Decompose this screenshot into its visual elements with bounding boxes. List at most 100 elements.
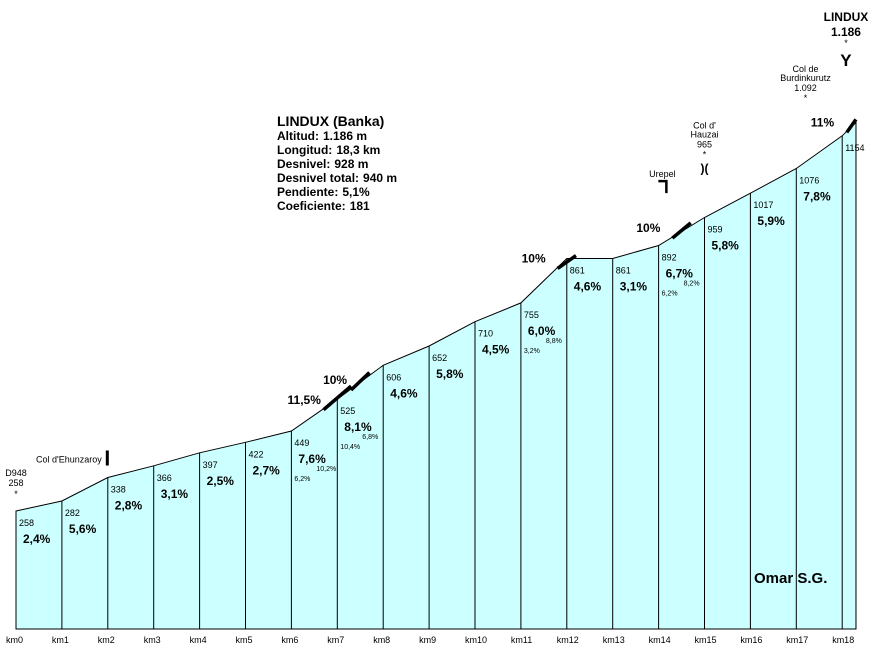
segment-max-grade: 8,8%: [546, 338, 562, 345]
km-axis: km0 km1 km2 km3 km4 km5 km6 km7 km8 km9 km10 km11 km…: [6, 635, 854, 645]
info-row-altitud: Altitud: 1.186 m: [277, 129, 397, 143]
info-label: Pendiente:: [277, 185, 339, 199]
segment-min-grade: 10,4%: [340, 444, 360, 451]
segment-grade-label: 5,8%: [712, 238, 740, 252]
segment-grade-label: 5,8%: [436, 367, 464, 381]
climb-title: LINDUX (Banka): [277, 113, 385, 129]
km-tick-label: km6: [281, 635, 298, 645]
info-value: 940 m: [363, 171, 398, 185]
village-marker-icon: [658, 179, 668, 194]
steep-ramp-label: 10%: [522, 251, 546, 265]
km-tick-label: km14: [649, 635, 671, 645]
km-tick-label: km5: [236, 635, 253, 645]
segment-grade-label: 6,0%: [528, 324, 556, 338]
landmark-name: Hauzai: [690, 129, 718, 139]
km-tick-label: km11: [511, 635, 532, 645]
segment-grade-label: 2,4%: [23, 532, 51, 546]
steep-ramps: 11,5%10%10%10%11%: [288, 115, 858, 412]
km-tick-label: km0: [6, 635, 23, 645]
km-tick-label: km18: [832, 635, 854, 645]
segment-altitude-label: 606: [386, 372, 401, 382]
pass-marker-icon: [105, 450, 109, 466]
segment-grade-label: 5,9%: [757, 214, 785, 228]
segment-altitude-label: 1076: [799, 176, 819, 186]
segment-altitude-label: 366: [157, 473, 172, 483]
km-tick-label: km3: [144, 635, 161, 645]
segment-altitude-label: 892: [662, 253, 677, 263]
info-value: 1.186 m: [322, 129, 368, 143]
segment-altitude-label: 861: [616, 266, 631, 276]
steep-ramp-label: 11,5%: [288, 393, 322, 407]
segment-min-grade: 6,2%: [662, 291, 678, 298]
profile-area: [15, 121, 857, 630]
segment-altitude-label: 959: [708, 224, 723, 234]
landmark-name: Col de: [792, 64, 818, 74]
info-row-pendiente: Pendiente: 5,1%: [277, 185, 397, 199]
steep-ramp-label: 10%: [636, 221, 660, 235]
segment-altitude-label: 422: [249, 449, 264, 459]
segment-grade-label: 3,1%: [161, 487, 189, 501]
landmark-name: Col d'Ehunzaroy: [36, 455, 102, 465]
segment-grade-label: 3,1%: [620, 280, 648, 294]
summit-name: LINDUX: [824, 10, 869, 24]
segment-altitude-label: 652: [432, 353, 447, 363]
summit-altitude: 1.186: [831, 25, 861, 39]
info-value: 181: [349, 199, 370, 213]
segment-grade-label: 5,6%: [69, 522, 97, 536]
info-label: Desnivel total:: [277, 171, 360, 185]
landmark-marker: *: [804, 93, 808, 103]
km-tick-label: km16: [740, 635, 762, 645]
km-tick-label: km13: [603, 635, 625, 645]
segment-labels: 258 2,4% 282 5,6% 338 2,8% 366 3,1% 397 2,5% 422 2,…: [19, 143, 865, 546]
segment-grade-label: 4,6%: [574, 280, 602, 294]
segment-min-grade: 3,2%: [524, 348, 540, 355]
segment-grade-label: 7,6%: [298, 452, 326, 466]
segment-altitude-label: 1017: [753, 200, 773, 210]
info-value: 18,3 km: [336, 143, 381, 157]
steep-ramp-line: [322, 384, 353, 412]
landmark-name: Burdinkurutz: [780, 73, 831, 83]
segment-grade-label: 6,7%: [666, 267, 694, 281]
segment-max-grade: 10,2%: [316, 466, 336, 473]
climb-info-box: LINDUX (Banka) Altitud: 1.186 m Longitud:…: [277, 113, 397, 213]
info-value: 928 m: [334, 157, 369, 171]
landmark-name: Urepel: [649, 169, 676, 179]
steep-ramp-label: 10%: [323, 373, 347, 387]
info-label: Coeficiente:: [277, 199, 346, 213]
segment-altitude-label: 525: [340, 406, 355, 416]
segment-grade-label: 2,5%: [207, 474, 235, 488]
segment-grade-label: 2,8%: [115, 499, 143, 513]
info-label: Altitud:: [277, 129, 319, 143]
landmark-altitude: 1.092: [794, 83, 817, 93]
km-tick-label: km12: [557, 635, 579, 645]
steep-ramp-label: 11%: [811, 115, 835, 129]
segment-altitude-label: 449: [294, 438, 309, 448]
segment-grade-label: 2,7%: [253, 463, 281, 477]
km-tick-label: km10: [465, 635, 487, 645]
km-tick-label: km2: [98, 635, 115, 645]
info-row-desnivel-total: Desnivel total: 940 m: [277, 171, 397, 185]
info-label: Desnivel:: [277, 157, 331, 171]
steep-ramp-line: [556, 254, 577, 270]
info-value: 5,1%: [342, 185, 370, 199]
author-credit: Omar S.G.: [754, 570, 828, 587]
km-tick-label: km7: [327, 635, 344, 645]
steep-ramp-line: [349, 371, 371, 392]
segment-max-grade: 8,2%: [684, 281, 700, 288]
segment-altitude-label: 1154: [845, 143, 864, 153]
landmark-name: D948: [5, 468, 27, 478]
km-tick-label: km9: [419, 635, 436, 645]
segment-grade-label: 4,6%: [390, 386, 418, 400]
km-tick-label: km1: [52, 635, 69, 645]
landmark-name: Col d': [693, 120, 716, 130]
info-row-desnivel: Desnivel: 928 m: [277, 157, 397, 171]
summit-marker-icon: Y: [840, 51, 852, 70]
segment-altitude-label: 710: [478, 329, 493, 339]
segment-altitude-label: 861: [570, 266, 585, 276]
segment-min-grade: 6,2%: [294, 476, 310, 483]
km-tick-label: km17: [786, 635, 808, 645]
km-tick-label: km15: [695, 635, 717, 645]
landmark-altitude: 258: [8, 478, 23, 488]
segment-altitude-label: 755: [524, 310, 539, 320]
